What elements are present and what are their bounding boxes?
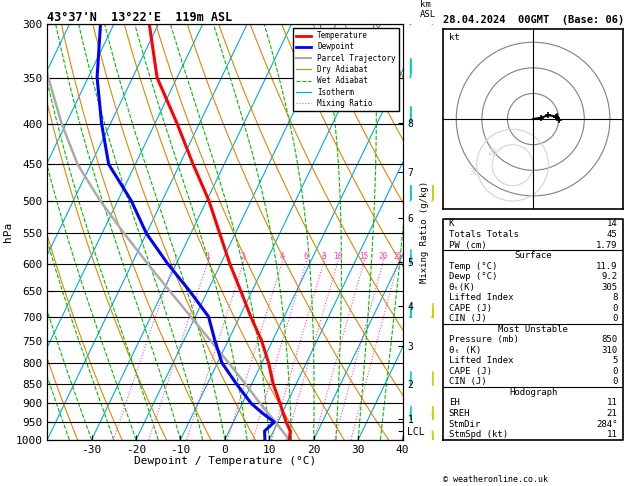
Text: Mixing Ratio (g/kg): Mixing Ratio (g/kg) [420, 181, 428, 283]
Text: Hodograph: Hodograph [509, 388, 557, 397]
Text: 45: 45 [606, 230, 617, 239]
Text: 6: 6 [303, 252, 308, 261]
Text: 25: 25 [393, 252, 403, 261]
Text: CIN (J): CIN (J) [449, 378, 486, 386]
Text: Temp (°C): Temp (°C) [449, 261, 497, 271]
Text: 0: 0 [612, 378, 617, 386]
Text: 11.9: 11.9 [596, 261, 617, 271]
Text: Dewp (°C): Dewp (°C) [449, 272, 497, 281]
Text: 30: 30 [469, 169, 478, 177]
Text: 20: 20 [378, 252, 387, 261]
Text: 11: 11 [606, 399, 617, 407]
Text: km
ASL: km ASL [420, 0, 436, 19]
Text: 15: 15 [359, 252, 368, 261]
Text: 0: 0 [612, 367, 617, 376]
Text: © weatheronline.co.uk: © weatheronline.co.uk [443, 474, 548, 484]
Text: 20: 20 [487, 148, 496, 157]
X-axis label: Dewpoint / Temperature (°C): Dewpoint / Temperature (°C) [134, 456, 316, 466]
Text: 0: 0 [612, 314, 617, 323]
Text: 21: 21 [606, 409, 617, 418]
Text: 310: 310 [601, 346, 617, 355]
Text: CAPE (J): CAPE (J) [449, 367, 492, 376]
Text: 284°: 284° [596, 419, 617, 429]
Text: kt: kt [448, 33, 459, 42]
Text: CAPE (J): CAPE (J) [449, 304, 492, 312]
Y-axis label: hPa: hPa [3, 222, 13, 242]
Text: Lifted Index: Lifted Index [449, 356, 513, 365]
Text: 2: 2 [241, 252, 245, 261]
Text: θₜ (K): θₜ (K) [449, 346, 481, 355]
Text: 4: 4 [279, 252, 284, 261]
Text: PW (cm): PW (cm) [449, 241, 486, 249]
Text: 5: 5 [612, 356, 617, 365]
Text: SREH: SREH [449, 409, 470, 418]
Text: 305: 305 [601, 283, 617, 292]
Text: Lifted Index: Lifted Index [449, 293, 513, 302]
Text: StmDir: StmDir [449, 419, 481, 429]
Text: CIN (J): CIN (J) [449, 314, 486, 323]
Text: 8: 8 [321, 252, 326, 261]
Text: 8: 8 [612, 293, 617, 302]
Legend: Temperature, Dewpoint, Parcel Trajectory, Dry Adiabat, Wet Adiabat, Isotherm, Mi: Temperature, Dewpoint, Parcel Trajectory… [292, 28, 399, 111]
Text: 14: 14 [606, 220, 617, 228]
Text: θₜ(K): θₜ(K) [449, 283, 476, 292]
Text: 10: 10 [333, 252, 342, 261]
Text: 1: 1 [205, 252, 209, 261]
Text: Pressure (mb): Pressure (mb) [449, 335, 519, 344]
Text: 850: 850 [601, 335, 617, 344]
Text: Most Unstable: Most Unstable [498, 325, 568, 334]
Text: 1.79: 1.79 [596, 241, 617, 249]
Text: 0: 0 [612, 304, 617, 312]
Text: 9.2: 9.2 [601, 272, 617, 281]
Text: K: K [449, 220, 454, 228]
Text: 11: 11 [606, 430, 617, 439]
Text: Totals Totals: Totals Totals [449, 230, 519, 239]
Text: 43°37'N  13°22'E  119m ASL: 43°37'N 13°22'E 119m ASL [47, 11, 233, 24]
Text: EH: EH [449, 399, 460, 407]
Text: 28.04.2024  00GMT  (Base: 06): 28.04.2024 00GMT (Base: 06) [443, 15, 625, 25]
Text: Surface: Surface [515, 251, 552, 260]
Text: StmSpd (kt): StmSpd (kt) [449, 430, 508, 439]
